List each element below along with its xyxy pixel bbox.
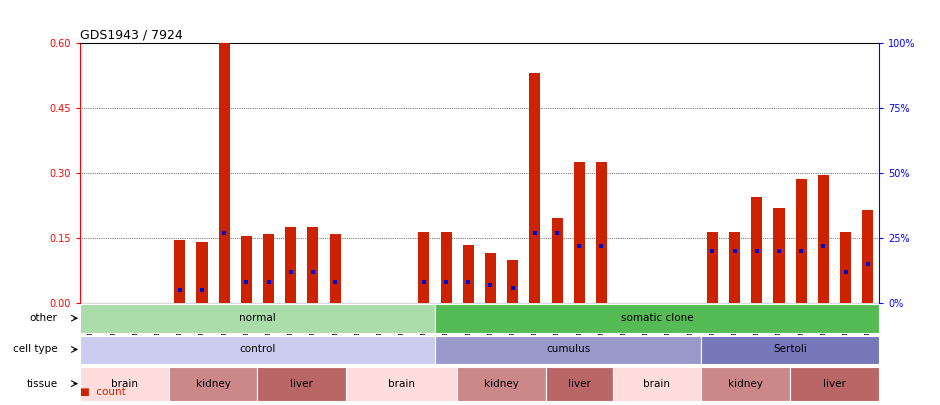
Text: normal: normal bbox=[239, 313, 275, 323]
Bar bbox=[840, 232, 851, 303]
Bar bbox=[707, 232, 718, 303]
Bar bbox=[818, 175, 829, 303]
Bar bbox=[596, 162, 607, 303]
Text: brain: brain bbox=[388, 379, 415, 389]
Text: cumulus: cumulus bbox=[546, 345, 590, 354]
Text: ■  count: ■ count bbox=[80, 387, 126, 397]
Bar bbox=[80, 336, 435, 364]
Bar bbox=[80, 367, 168, 401]
Text: somatic clone: somatic clone bbox=[620, 313, 694, 323]
Text: Sertoli: Sertoli bbox=[774, 345, 807, 354]
Text: liver: liver bbox=[568, 379, 590, 389]
Bar bbox=[529, 73, 540, 303]
Bar bbox=[795, 179, 807, 303]
Bar bbox=[485, 253, 496, 303]
Bar bbox=[729, 232, 740, 303]
Bar bbox=[701, 367, 791, 401]
Bar bbox=[552, 218, 563, 303]
Bar bbox=[546, 367, 613, 401]
Text: control: control bbox=[240, 345, 275, 354]
Bar bbox=[573, 162, 585, 303]
Text: kidney: kidney bbox=[484, 379, 519, 389]
Text: tissue: tissue bbox=[26, 379, 57, 389]
Bar bbox=[435, 336, 701, 364]
Bar bbox=[80, 305, 435, 333]
Bar bbox=[435, 305, 879, 333]
Bar bbox=[174, 240, 185, 303]
Text: GDS1943 / 7924: GDS1943 / 7924 bbox=[80, 28, 182, 41]
Bar bbox=[613, 367, 701, 401]
Bar bbox=[330, 234, 340, 303]
Bar bbox=[263, 234, 274, 303]
Text: brain: brain bbox=[644, 379, 670, 389]
Bar bbox=[508, 260, 518, 303]
Bar bbox=[258, 367, 346, 401]
Bar bbox=[457, 367, 546, 401]
Bar bbox=[196, 242, 208, 303]
Text: kidney: kidney bbox=[728, 379, 763, 389]
Bar bbox=[462, 245, 474, 303]
Text: other: other bbox=[30, 313, 57, 323]
Bar bbox=[418, 232, 430, 303]
Bar bbox=[346, 367, 457, 401]
Bar bbox=[285, 227, 296, 303]
Bar bbox=[441, 232, 451, 303]
Text: liver: liver bbox=[823, 379, 846, 389]
Text: cell type: cell type bbox=[13, 345, 57, 354]
Bar bbox=[862, 210, 873, 303]
Bar bbox=[241, 236, 252, 303]
Bar bbox=[307, 227, 319, 303]
Bar bbox=[219, 43, 229, 303]
Bar bbox=[701, 336, 879, 364]
Bar bbox=[791, 367, 879, 401]
Bar bbox=[751, 197, 762, 303]
Bar bbox=[80, 303, 879, 405]
Bar bbox=[774, 208, 785, 303]
Bar bbox=[168, 367, 258, 401]
Text: brain: brain bbox=[111, 379, 138, 389]
Text: kidney: kidney bbox=[196, 379, 230, 389]
Text: liver: liver bbox=[290, 379, 313, 389]
